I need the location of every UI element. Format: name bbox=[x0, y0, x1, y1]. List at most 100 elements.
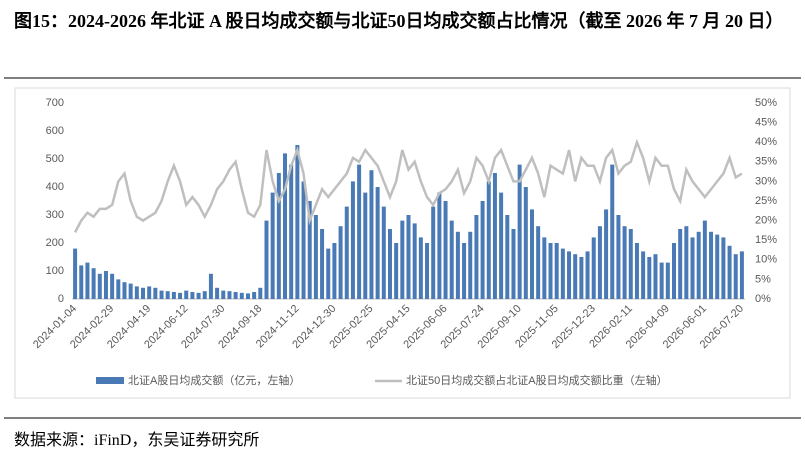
bar bbox=[369, 170, 374, 299]
y-tick-label: 0 bbox=[58, 293, 64, 305]
bar bbox=[492, 173, 497, 299]
bar bbox=[239, 292, 244, 299]
bar bbox=[326, 248, 331, 299]
bar bbox=[313, 215, 318, 299]
y2-tick-label: 0% bbox=[755, 293, 771, 305]
bar bbox=[134, 286, 139, 299]
bar bbox=[221, 290, 226, 299]
bar bbox=[462, 243, 467, 299]
bar bbox=[560, 248, 565, 299]
bar bbox=[178, 292, 183, 299]
bar bbox=[437, 192, 442, 299]
bar bbox=[634, 243, 639, 299]
bar bbox=[153, 287, 158, 299]
source: 数据来源：iFinD，东吴证券研究所 bbox=[14, 432, 260, 449]
bar bbox=[505, 215, 510, 299]
y2-tick-label: 25% bbox=[755, 195, 777, 207]
y2-tick-label: 30% bbox=[755, 175, 777, 187]
bar bbox=[739, 251, 744, 299]
bar bbox=[616, 215, 621, 299]
bar bbox=[215, 287, 220, 299]
bar bbox=[659, 262, 664, 299]
bar bbox=[610, 164, 615, 299]
bar bbox=[406, 215, 411, 299]
y-tick-label: 100 bbox=[46, 265, 64, 277]
bar bbox=[363, 192, 368, 299]
bar bbox=[684, 226, 689, 299]
bar bbox=[715, 234, 720, 299]
bar bbox=[536, 226, 541, 299]
bar bbox=[567, 251, 572, 299]
bar bbox=[208, 273, 213, 299]
y2-tick-label: 10% bbox=[755, 254, 777, 266]
bar bbox=[295, 145, 300, 299]
bar bbox=[548, 243, 553, 299]
bar bbox=[622, 226, 627, 299]
bar bbox=[431, 206, 436, 299]
bar bbox=[338, 226, 343, 299]
bar bbox=[486, 181, 491, 299]
bar bbox=[97, 273, 102, 299]
bar bbox=[270, 192, 275, 299]
legend-swatch bbox=[96, 377, 124, 384]
bar bbox=[147, 286, 152, 299]
bar bbox=[579, 257, 584, 299]
bar bbox=[690, 237, 695, 299]
bar bbox=[591, 237, 596, 299]
bar bbox=[258, 287, 263, 299]
bar bbox=[289, 164, 294, 299]
bar bbox=[332, 243, 337, 299]
bar bbox=[604, 209, 609, 299]
bar bbox=[79, 265, 84, 299]
bar bbox=[418, 237, 423, 299]
y2-tick-label: 15% bbox=[755, 234, 777, 246]
bar bbox=[196, 292, 201, 299]
bar bbox=[702, 220, 707, 299]
bar bbox=[227, 291, 232, 299]
bar bbox=[190, 292, 195, 299]
bar bbox=[184, 290, 189, 299]
bar bbox=[320, 229, 325, 299]
bar bbox=[122, 282, 127, 299]
bar bbox=[696, 231, 701, 299]
legend-label: 北证50日均成交额占北证A股日均成交额比重（左轴） bbox=[406, 373, 668, 387]
bar bbox=[276, 173, 281, 299]
bar bbox=[721, 237, 726, 299]
bar bbox=[443, 201, 448, 299]
bar bbox=[73, 248, 78, 299]
bar bbox=[387, 229, 392, 299]
y2-tick-label: 35% bbox=[755, 156, 777, 168]
bar bbox=[517, 164, 522, 299]
y-tick-label: 200 bbox=[46, 237, 64, 249]
bar bbox=[103, 271, 108, 299]
bar bbox=[499, 192, 504, 299]
bar bbox=[468, 231, 473, 299]
y-tick-label: 600 bbox=[46, 125, 64, 137]
bar bbox=[523, 187, 528, 299]
bar bbox=[733, 254, 738, 299]
bar bbox=[678, 229, 683, 299]
bar bbox=[344, 206, 349, 299]
bar bbox=[709, 231, 714, 299]
bar bbox=[264, 220, 269, 299]
bar bbox=[425, 243, 430, 299]
bar bbox=[91, 268, 96, 299]
bar bbox=[165, 291, 170, 299]
bar bbox=[85, 262, 90, 299]
bar bbox=[301, 181, 306, 299]
bar bbox=[412, 223, 417, 299]
bar bbox=[647, 257, 652, 299]
bar bbox=[474, 215, 479, 299]
bar bbox=[381, 206, 386, 299]
bar bbox=[449, 220, 454, 299]
bar bbox=[394, 243, 399, 299]
bar bbox=[159, 290, 164, 299]
bar bbox=[653, 254, 658, 299]
y2-tick-label: 40% bbox=[755, 136, 777, 148]
line bbox=[73, 138, 743, 233]
bar bbox=[628, 229, 633, 299]
bar bbox=[585, 251, 590, 299]
legend-label: 北证A股日均成交额（亿元，左轴） bbox=[128, 373, 300, 387]
